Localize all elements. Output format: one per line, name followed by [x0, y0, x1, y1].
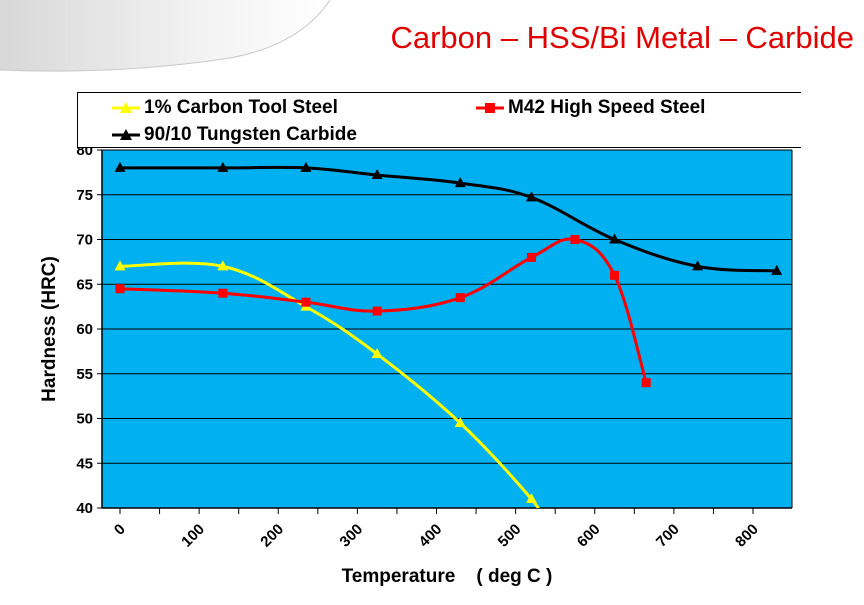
y-tick-label: 40: [76, 500, 93, 517]
x-tick-label: 500: [495, 521, 525, 551]
x-tick-label: 400: [416, 521, 446, 551]
legend-item-carbon-steel: 1% Carbon Tool Steel: [112, 97, 338, 119]
x-tick-label: 100: [178, 521, 208, 551]
y-tick-label: 55: [76, 366, 93, 383]
series-2: [114, 161, 783, 275]
data-point: [217, 260, 229, 271]
series-0: [114, 260, 540, 508]
data-point: [372, 306, 382, 316]
data-point: [771, 264, 783, 275]
data-point: [641, 378, 651, 388]
data-point: [218, 288, 228, 298]
y-tick-label: 45: [76, 455, 93, 472]
data-point: [371, 348, 383, 359]
x-tick-label: 300: [336, 521, 366, 551]
data-point: [609, 233, 621, 244]
y-tick-label: 65: [76, 276, 93, 293]
data-point: [610, 270, 620, 280]
x-tick-label: 800: [732, 521, 762, 551]
data-point: [454, 177, 466, 188]
x-tick-label: 200: [257, 521, 287, 551]
data-point: [525, 493, 537, 504]
legend-label: 90/10 Tungsten Carbide: [144, 124, 357, 145]
data-point: [692, 260, 704, 271]
y-tick-label: 50: [76, 411, 93, 428]
chart-legend: 1% Carbon Tool Steel M42 High Speed Stee…: [77, 92, 801, 148]
legend-label: M42 High Speed Steel: [508, 97, 706, 118]
x-tick-label: 0: [111, 521, 129, 539]
legend-marker-triangle-yellow-icon: [112, 102, 140, 113]
y-tick-label: 70: [76, 232, 93, 249]
legend-item-tungsten-carbide: 90/10 Tungsten Carbide: [112, 124, 357, 146]
data-point: [455, 293, 465, 303]
data-point: [115, 284, 125, 294]
data-point: [114, 161, 126, 172]
legend-marker-square-red-icon: [476, 103, 504, 113]
data-point: [217, 161, 229, 172]
axes: [97, 149, 793, 514]
x-axis-title: Temperature ( deg C ): [342, 566, 553, 587]
data-point: [525, 191, 537, 202]
data-point: [300, 161, 312, 172]
data-point: [114, 260, 126, 271]
y-axis-title: Hardness (HRC): [39, 256, 60, 402]
legend-marker-triangle-black-icon: [112, 129, 140, 140]
data-point: [301, 297, 311, 307]
data-point: [454, 416, 466, 427]
data-point: [371, 169, 383, 180]
legend-item-m42-hss: M42 High Speed Steel: [476, 97, 705, 119]
series-layer: [114, 161, 783, 508]
x-tick-label: 600: [574, 521, 604, 551]
legend-label: 1% Carbon Tool Steel: [144, 97, 338, 118]
slide-header-swoosh: [0, 0, 331, 72]
x-tick-label: 700: [653, 521, 683, 551]
y-tick-label: 75: [76, 187, 93, 204]
data-point: [570, 235, 580, 244]
slide-title: Carbon – HSS/Bi Metal – Carbide: [390, 20, 854, 55]
y-tick-label: 60: [76, 321, 93, 338]
data-point: [526, 252, 536, 262]
series-1: [115, 235, 651, 388]
